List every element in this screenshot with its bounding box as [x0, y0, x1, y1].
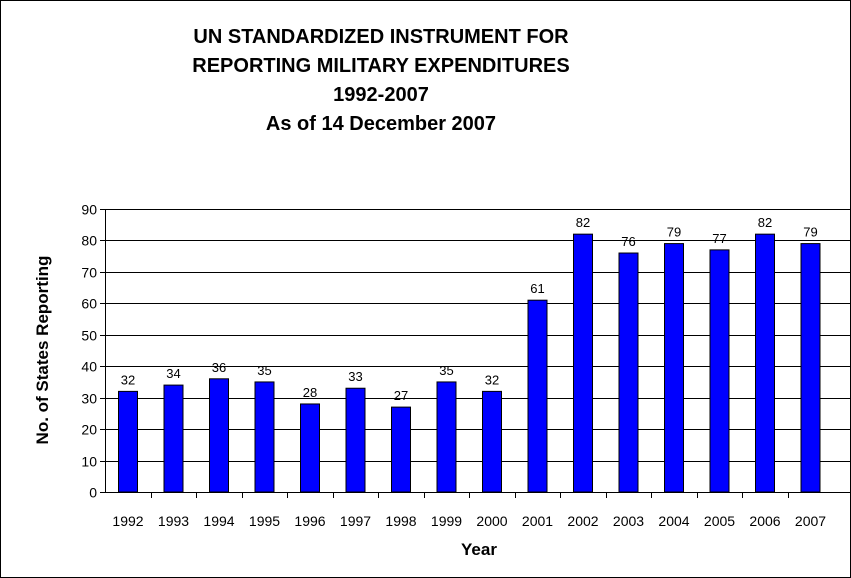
x-tick-label: 1999 — [431, 513, 462, 529]
chart-title-line-1: UN STANDARDIZED INSTRUMENT FOR — [193, 26, 569, 48]
data-label: 28 — [303, 385, 317, 400]
axes — [100, 209, 850, 498]
y-axis-title: No. of States Reporting — [33, 256, 52, 445]
data-label: 27 — [394, 388, 408, 403]
bar-2003 — [618, 252, 639, 493]
data-label: 76 — [621, 234, 635, 249]
y-tick-label: 90 — [81, 202, 97, 218]
x-tick-label: 1993 — [158, 513, 189, 529]
x-tick-label: 1996 — [294, 513, 325, 529]
data-label: 33 — [348, 369, 362, 384]
data-label: 35 — [257, 363, 271, 378]
bar-2005 — [709, 249, 730, 493]
x-tick-label: 1997 — [340, 513, 371, 529]
x-tick-label: 2001 — [522, 513, 553, 529]
bar-1993 — [163, 384, 184, 493]
y-tick-label: 10 — [81, 454, 97, 470]
data-label: 79 — [667, 225, 681, 240]
chart-title-line-3: 1992-2007 — [333, 84, 429, 106]
x-axis-title: Year — [461, 540, 497, 559]
data-label: 82 — [576, 215, 590, 230]
bar-2001 — [527, 299, 548, 493]
y-tick-labels: 0 10 20 30 40 50 60 70 80 90 — [81, 202, 97, 501]
data-label: 32 — [485, 372, 499, 387]
x-tick-labels: 1992 1993 1994 1995 1996 1997 1998 1999 2000 2001… — [112, 513, 826, 529]
y-tick-label: 0 — [89, 485, 97, 501]
x-tick-label: 1992 — [112, 513, 143, 529]
bar-1999 — [436, 381, 457, 493]
x-tick-label: 2006 — [749, 513, 780, 529]
data-label: 79 — [803, 225, 817, 240]
x-tick-label: 2005 — [704, 513, 735, 529]
bar-1994 — [209, 378, 229, 493]
x-tick-label: 1998 — [385, 513, 416, 529]
y-tick-label: 50 — [81, 328, 97, 344]
chart-title-line-4: As of 14 December 2007 — [265, 113, 497, 135]
data-label: 35 — [439, 363, 453, 378]
y-tick-label: 70 — [81, 265, 97, 281]
bar-1992 — [118, 390, 138, 493]
x-tick-label: 2004 — [658, 513, 689, 529]
data-labels: 32 34 36 35 28 33 27 35 32 61 82 76 79 77 82 79 — [121, 215, 818, 403]
data-label: 36 — [212, 360, 226, 375]
x-tick-label: 2000 — [476, 513, 507, 529]
data-label: 32 — [121, 372, 135, 387]
x-tick-label: 2003 — [613, 513, 644, 529]
y-tick-label: 40 — [81, 359, 97, 375]
y-tick-label: 80 — [81, 233, 97, 249]
data-label: 61 — [530, 281, 544, 296]
y-tick-label: 60 — [81, 296, 97, 312]
bar-1995 — [254, 381, 275, 493]
x-tick-label: 2002 — [567, 513, 598, 529]
data-label: 82 — [758, 215, 772, 230]
y-tick-label: 20 — [81, 422, 97, 438]
bar-2006 — [755, 233, 775, 493]
x-tick-label: 2007 — [795, 513, 826, 529]
bar-2007 — [800, 243, 821, 493]
x-tick-label: 1994 — [203, 513, 234, 529]
bar-1998 — [391, 406, 411, 493]
bars — [118, 233, 821, 493]
y-tick-label: 30 — [81, 391, 97, 407]
data-label: 77 — [712, 231, 726, 246]
chart-title-line-2: REPORTING MILITARY EXPENDITURES — [192, 55, 570, 77]
bar-1996 — [300, 403, 320, 493]
bar-2004 — [664, 243, 684, 493]
x-tick-label: 1995 — [249, 513, 280, 529]
bar-2000 — [482, 390, 502, 493]
data-label: 34 — [166, 366, 180, 381]
bar-1997 — [345, 387, 366, 493]
bar-2002 — [573, 233, 593, 493]
chart-title: UN STANDARDIZED INSTRUMENT FOR REPORTING… — [1, 23, 761, 139]
